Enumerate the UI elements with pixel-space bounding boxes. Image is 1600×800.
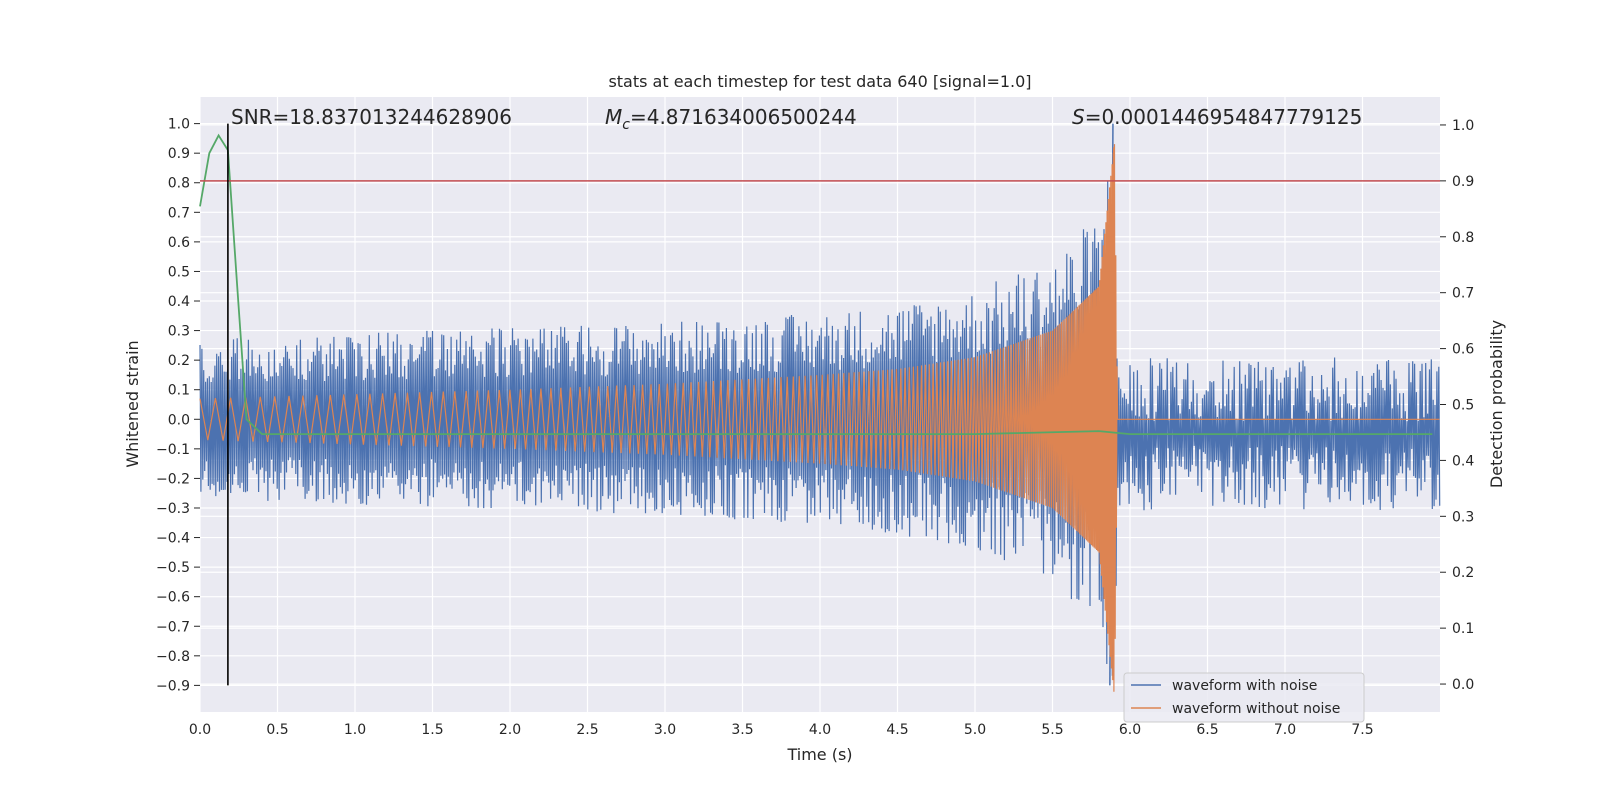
- left-y-tick-label: −0.4: [156, 531, 190, 547]
- left-y-tick-label: 0.5: [168, 264, 190, 280]
- left-y-tick-label: 0.2: [168, 353, 190, 369]
- x-tick-label: 4.5: [886, 722, 908, 738]
- left-y-tick-label: 0.0: [168, 412, 190, 428]
- chart-title: stats at each timestep for test data 640…: [608, 72, 1031, 91]
- x-tick-label: 7.0: [1274, 722, 1296, 738]
- x-tick-label: 4.0: [809, 722, 831, 738]
- right-y-tick-label: 0.6: [1452, 342, 1474, 358]
- x-tick-label: 3.0: [654, 722, 676, 738]
- left-y-tick-label: 0.8: [168, 176, 190, 192]
- right-y-tick-label: 0.2: [1452, 565, 1474, 581]
- left-y-tick-label: −0.7: [156, 619, 190, 635]
- x-axis-title: Time (s): [786, 745, 852, 764]
- x-tick-label: 6.5: [1196, 722, 1218, 738]
- legend-label-clean: waveform without noise: [1172, 701, 1340, 717]
- x-tick-label: 1.5: [421, 722, 443, 738]
- chirp-mass-annotation: Mc=4.871634006500244: [605, 105, 857, 133]
- x-tick-label: 7.5: [1351, 722, 1373, 738]
- right-y-tick-label: 0.9: [1452, 174, 1474, 190]
- right-y-tick-label: 0.1: [1452, 621, 1474, 637]
- x-tick-label: 0.5: [266, 722, 288, 738]
- right-y-tick-label: 0.3: [1452, 509, 1474, 525]
- x-tick-label: 2.5: [576, 722, 598, 738]
- x-tick-label: 5.5: [1041, 722, 1063, 738]
- s-statistic-value: =0.0001446954847779125: [1085, 105, 1363, 129]
- left-y-tick-label: 0.1: [168, 383, 190, 399]
- x-tick-label: 5.0: [964, 722, 986, 738]
- left-y-tick-label: 0.3: [168, 324, 190, 340]
- left-y-tick-label: 1.0: [168, 117, 190, 133]
- s-statistic-annotation: S=0.0001446954847779125: [1072, 105, 1362, 129]
- left-y-tick-label: −0.5: [156, 560, 190, 576]
- left-y-tick-label: −0.6: [156, 590, 190, 606]
- right-y-tick-label: 0.4: [1452, 453, 1474, 469]
- left-y-tick-label: −0.3: [156, 501, 190, 517]
- right-y-tick-label: 0.8: [1452, 230, 1474, 246]
- right-y-tick-label: 1.0: [1452, 118, 1474, 134]
- right-y-tick-label: 0.7: [1452, 286, 1474, 302]
- x-tick-label: 3.5: [731, 722, 753, 738]
- x-tick-label: 0.0: [189, 722, 211, 738]
- right-y-tick-label: 0.0: [1452, 677, 1474, 693]
- chart-figure: 0.0 0.5 1.0 1.5 2.0 2.5 3.0 3.5 4.0 4.5 5.0 5.5 6.0 6…: [0, 0, 1600, 800]
- left-y-tick-label: −0.9: [156, 678, 190, 694]
- left-y-tick-label: −0.1: [156, 442, 190, 458]
- left-y-axis-ticks: 1.0 0.9 0.8 0.7 0.6 0.5 0.4 0.3 0.2 0.1 0.0 −0.1 −0.…: [156, 117, 200, 695]
- left-y-tick-label: 0.7: [168, 205, 190, 221]
- s-statistic-symbol: S: [1072, 105, 1085, 129]
- right-y-axis-title: Detection probability: [1487, 320, 1506, 488]
- left-y-tick-label: 0.6: [168, 235, 190, 251]
- x-axis-ticks: 0.0 0.5 1.0 1.5 2.0 2.5 3.0 3.5 4.0 4.5 5.0 5.5 6.0 6…: [189, 722, 1374, 738]
- x-tick-label: 1.0: [344, 722, 366, 738]
- x-tick-label: 6.0: [1119, 722, 1141, 738]
- chirp-mass-value: =4.871634006500244: [630, 105, 857, 129]
- right-y-tick-label: 0.5: [1452, 398, 1474, 414]
- left-y-tick-label: −0.8: [156, 649, 190, 665]
- legend: waveform with noise waveform without noi…: [1124, 673, 1364, 722]
- snr-annotation: SNR=18.837013244628906: [231, 105, 512, 129]
- x-tick-label: 2.0: [499, 722, 521, 738]
- left-y-axis-title: Whitened strain: [123, 340, 142, 467]
- left-y-tick-label: 0.9: [168, 146, 190, 162]
- left-y-tick-label: −0.2: [156, 471, 190, 487]
- legend-label-noise: waveform with noise: [1172, 678, 1317, 694]
- left-y-tick-label: 0.4: [168, 294, 190, 310]
- chirp-mass-symbol: M: [605, 105, 622, 129]
- right-y-axis-ticks: 1.0 0.9 0.8 0.7 0.6 0.5 0.4 0.3 0.2 0.1 0.0: [1440, 118, 1474, 693]
